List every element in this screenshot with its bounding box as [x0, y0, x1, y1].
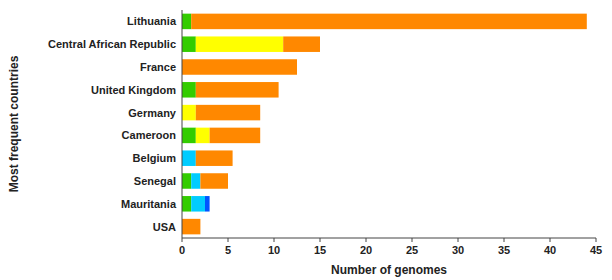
y-tick-label: Central African Republic — [48, 38, 176, 50]
bar-segment — [283, 36, 320, 52]
bar-segment — [196, 82, 279, 98]
x-tick — [320, 238, 321, 242]
x-tick-label: 15 — [314, 244, 326, 256]
bar-segment — [209, 196, 210, 212]
x-tick-label: 10 — [268, 244, 280, 256]
x-tick-label: 35 — [498, 244, 510, 256]
x-tick-label: 20 — [360, 244, 372, 256]
y-tick-label: Belgium — [133, 152, 177, 164]
bar-segment — [196, 105, 260, 121]
y-tick-label: USA — [153, 221, 176, 233]
x-tick-label: 0 — [179, 244, 185, 256]
bar-segment — [196, 36, 283, 52]
x-tick-label: 30 — [452, 244, 464, 256]
bar-segment — [191, 196, 205, 212]
y-tick-label: Mauritania — [121, 198, 177, 210]
x-tick — [228, 238, 229, 242]
bar-segment — [182, 59, 297, 75]
bar-segment — [182, 128, 196, 144]
bar-segment — [205, 196, 210, 212]
bar-segment — [200, 173, 228, 189]
x-tick — [366, 238, 367, 242]
bars — [182, 14, 587, 235]
x-tick — [274, 238, 275, 242]
x-tick — [550, 238, 551, 242]
bar-segment — [196, 128, 210, 144]
bar-segment — [182, 150, 196, 166]
x-tick — [412, 238, 413, 242]
x-tick-label: 40 — [544, 244, 556, 256]
x-axis-line — [182, 238, 596, 239]
bar-segment — [182, 82, 196, 98]
bar-segment — [182, 36, 196, 52]
bar-segment — [210, 128, 261, 144]
x-tick-label: 45 — [590, 244, 602, 256]
bar-segment — [191, 14, 587, 30]
y-axis-line — [182, 10, 183, 238]
x-tick — [182, 238, 183, 242]
y-tick-label: United Kingdom — [91, 84, 176, 96]
x-tick-label: 5 — [225, 244, 231, 256]
bar-segment — [182, 14, 191, 30]
y-tick-label: France — [140, 61, 176, 73]
x-tick — [596, 238, 597, 242]
y-axis-label: Most frequent countries — [7, 55, 21, 192]
x-tick — [458, 238, 459, 242]
y-tick-label: Senegal — [134, 175, 176, 187]
x-tick-label: 25 — [406, 244, 418, 256]
y-tick-label: Cameroon — [122, 129, 177, 141]
bar-segment — [182, 196, 191, 212]
bar-segment — [196, 150, 233, 166]
chart: 0 5 10 15 20 25 30 35 40 45 Lithuania Central Afric… — [0, 0, 612, 280]
y-tick-label: Germany — [128, 107, 177, 119]
x-tick — [504, 238, 505, 242]
bar-segment — [191, 173, 200, 189]
bar-segment — [182, 105, 196, 121]
bar-segment — [182, 173, 191, 189]
bar-segment — [182, 219, 200, 235]
y-tick-label: Lithuania — [127, 15, 177, 27]
x-axis-label: Number of genomes — [331, 263, 447, 277]
